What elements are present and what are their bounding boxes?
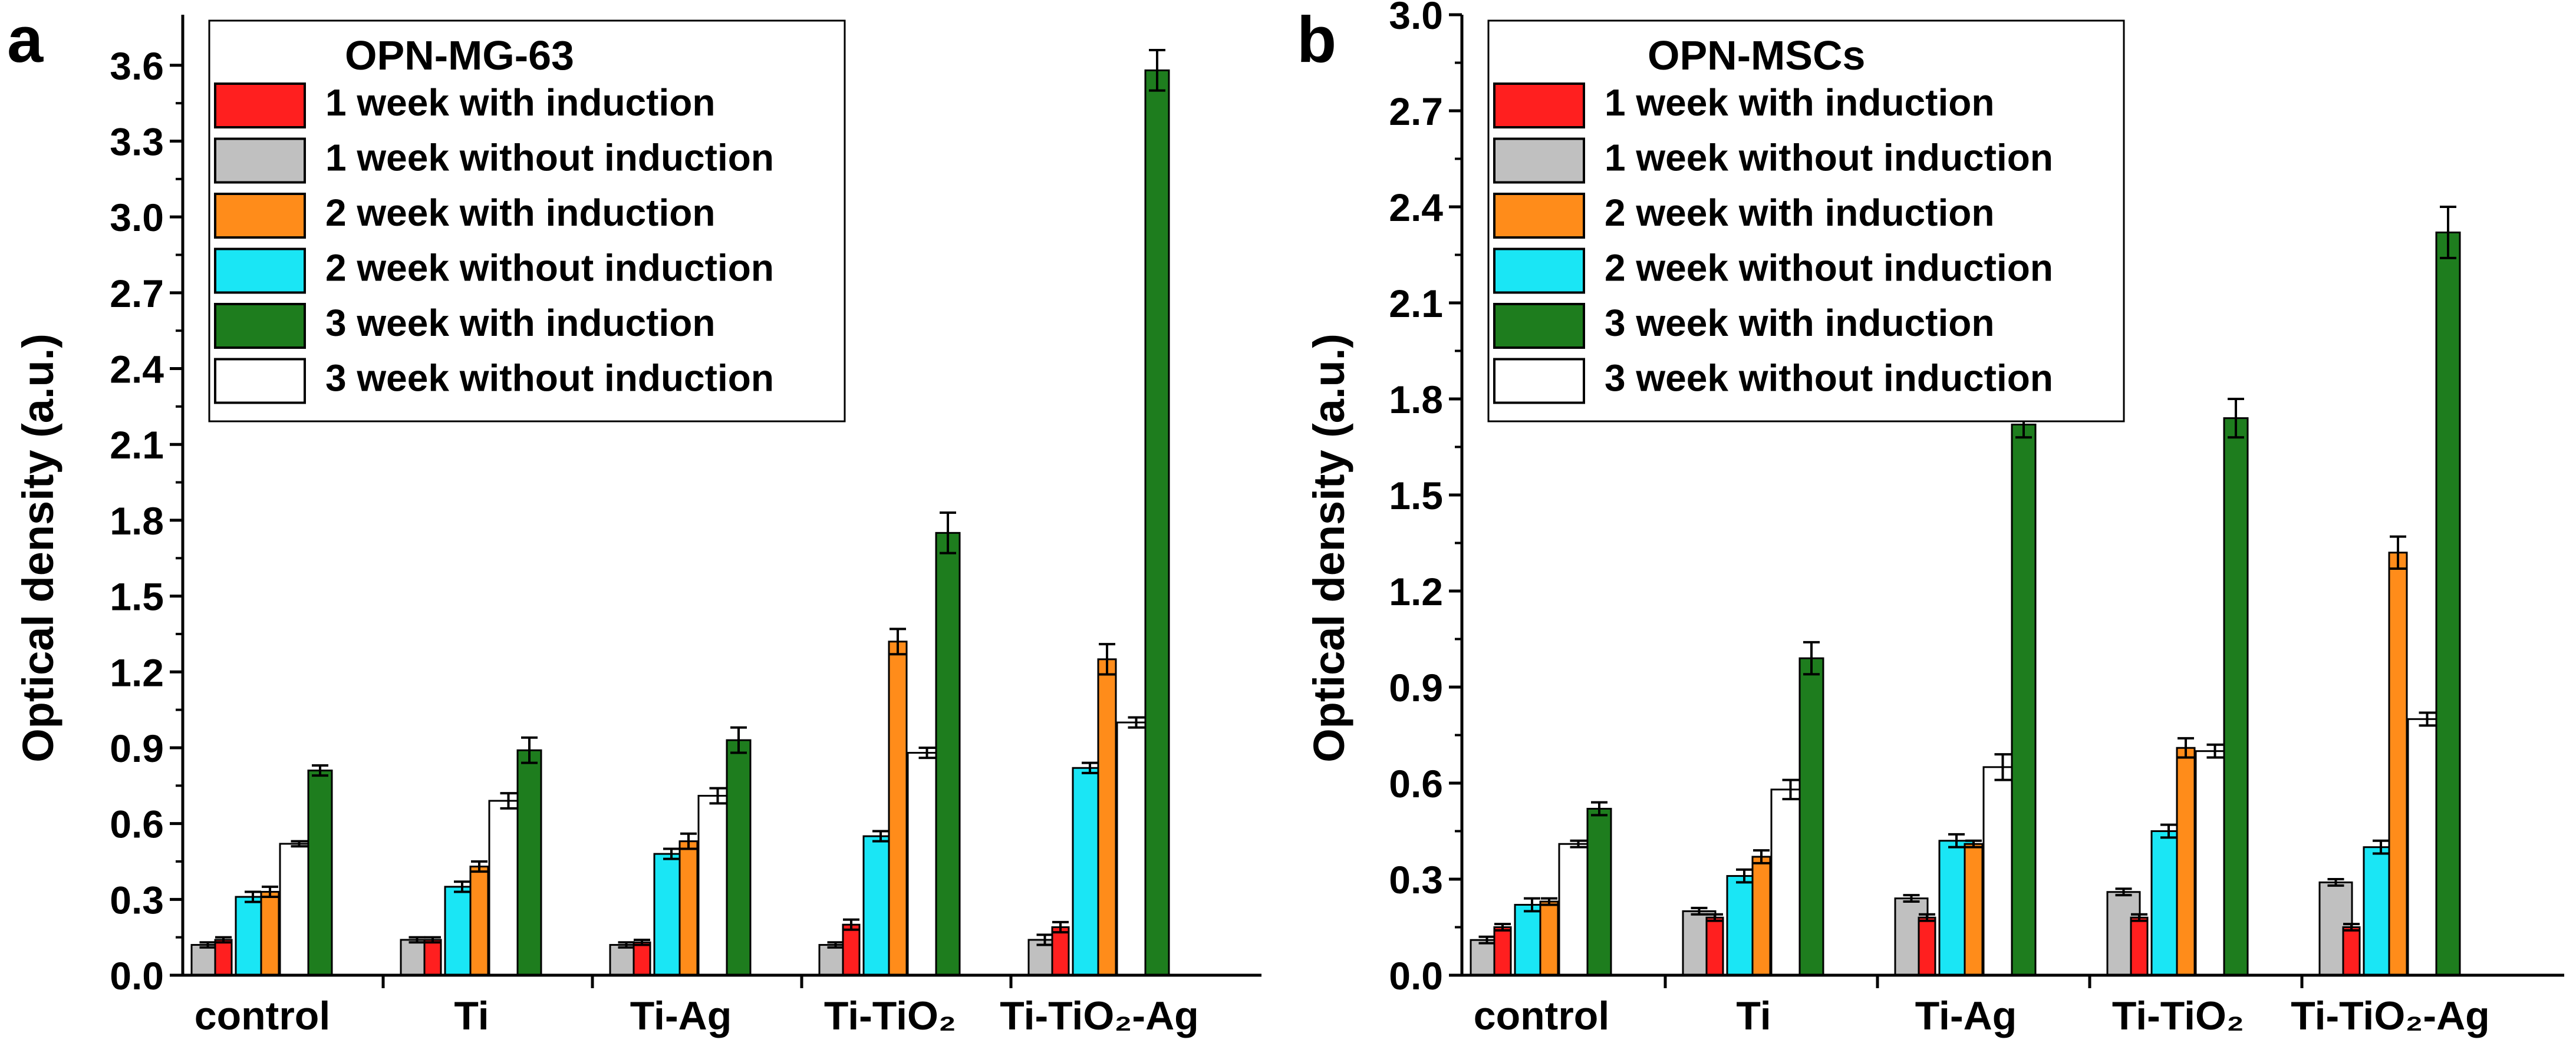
legend-label: 1 week without induction — [325, 137, 774, 179]
y-tick-label: 0.9 — [110, 727, 164, 770]
panel-b-legend: OPN-MSCs 1 week with induction 1 week wit… — [1487, 19, 2125, 422]
x-category-label: Ti-TiO₂ — [2112, 993, 2244, 1038]
legend-swatch — [1493, 247, 1585, 294]
legend-label: 2 week with induction — [1605, 192, 1994, 234]
legend-swatch — [1493, 82, 1585, 128]
bar — [1539, 900, 1559, 976]
legend-label: 1 week without induction — [1605, 137, 2053, 179]
legend-swatch — [1493, 193, 1585, 239]
panel-b-chart: b Optical density (a.u.) 0.0 0.3 0.6 0.9 1.2… — [1297, 0, 2564, 1038]
x-category-label: Ti — [454, 993, 489, 1038]
bar — [423, 939, 442, 976]
y-tick-label: 0.6 — [110, 803, 164, 846]
legend-label: 1 week with induction — [325, 81, 715, 124]
x-category-label: control — [1474, 993, 1609, 1038]
panel-a-ylabel: Optical density (a.u.) — [14, 334, 62, 762]
y-tick-label: 1.8 — [110, 499, 164, 543]
y-tick-label: 0.6 — [1389, 762, 1443, 806]
x-category-label: Ti — [1736, 993, 1771, 1038]
y-tick-label: 0.0 — [110, 954, 164, 998]
bar — [2176, 747, 2196, 976]
bar — [1918, 916, 1936, 976]
panel-b-ylabel: Optical density (a.u.) — [1305, 334, 1353, 762]
bar — [2435, 231, 2461, 976]
bar — [1586, 807, 1612, 976]
y-tick-label: 3.3 — [110, 120, 164, 163]
legend-swatch — [214, 193, 306, 239]
bar — [1751, 856, 1771, 976]
legend-swatch — [214, 137, 306, 184]
bar — [935, 532, 961, 976]
y-tick-label: 3.0 — [1389, 0, 1443, 37]
panel-a-legend: OPN-MG-63 1 week with induction 1 week wi… — [208, 19, 846, 422]
bar — [726, 739, 752, 976]
y-tick-label: 2.1 — [110, 423, 164, 467]
y-tick-label: 0.3 — [1389, 858, 1443, 902]
x-category-label: Ti-Ag — [1915, 993, 2017, 1038]
bar — [2130, 916, 2149, 976]
bar — [888, 641, 908, 976]
legend-swatch — [1493, 303, 1585, 349]
legend-label: 2 week without induction — [325, 247, 774, 289]
x-category-label: Ti-TiO₂-Ag — [2291, 993, 2489, 1038]
y-tick-label: 2.7 — [110, 272, 164, 315]
bar — [2388, 552, 2408, 976]
x-category-label: Ti-TiO₂-Ag — [1000, 993, 1198, 1038]
y-tick-label: 2.4 — [110, 348, 164, 391]
bar — [2223, 417, 2249, 976]
y-tick-label: 2.7 — [1389, 90, 1443, 133]
y-tick-label: 2.1 — [1389, 282, 1443, 325]
bar — [1798, 657, 1824, 976]
y-tick-label: 1.2 — [110, 651, 164, 694]
bar — [1964, 843, 1984, 976]
y-tick-label: 1.5 — [1389, 474, 1443, 517]
bar — [2342, 926, 2361, 976]
bar — [214, 939, 233, 976]
bar — [1144, 69, 1170, 976]
x-category-label: Ti-TiO₂ — [824, 993, 956, 1038]
y-tick-label: 1.5 — [110, 575, 164, 619]
bar — [2011, 423, 2037, 976]
bar — [1705, 916, 1724, 976]
legend-label: 3 week without induction — [1605, 357, 2053, 400]
legend-swatch — [1493, 358, 1585, 404]
legend-swatch — [214, 247, 306, 294]
legend-swatch — [214, 82, 306, 128]
y-tick-label: 1.2 — [1389, 570, 1443, 613]
bar — [516, 749, 542, 976]
bar — [307, 770, 333, 976]
panel-a-title: OPN-MG-63 — [345, 32, 574, 78]
y-tick-label: 2.4 — [1389, 186, 1443, 229]
bar — [633, 941, 651, 976]
bar — [1097, 658, 1117, 976]
y-tick-label: 0.0 — [1389, 954, 1443, 998]
legend-swatch — [1493, 137, 1585, 184]
legend-swatch — [214, 303, 306, 349]
bar — [1493, 926, 1512, 976]
x-category-label: control — [195, 993, 330, 1038]
y-tick-label: 0.3 — [110, 878, 164, 922]
panel-a-chart: a Optical density (a.u.) 0.0 0.3 0.6 0.9 1.2… — [7, 4, 1261, 1038]
bar — [1051, 926, 1070, 976]
panel-b-label: b — [1297, 4, 1336, 76]
legend-label: 3 week with induction — [325, 302, 715, 344]
legend-swatch — [214, 358, 306, 404]
y-tick-label: 1.8 — [1389, 378, 1443, 421]
legend-label: 2 week with induction — [325, 192, 715, 234]
y-tick-label: 0.9 — [1389, 666, 1443, 709]
panel-a-label: a — [7, 4, 44, 76]
legend-label: 2 week without induction — [1605, 247, 2053, 289]
y-tick-label: 3.0 — [110, 196, 164, 239]
x-category-label: Ti-Ag — [630, 993, 732, 1038]
bar — [469, 866, 489, 976]
y-tick-label: 3.6 — [110, 44, 164, 88]
bar — [260, 890, 280, 976]
panel-b-title: OPN-MSCs — [1648, 32, 1865, 78]
bar — [842, 923, 861, 976]
legend-label: 3 week without induction — [325, 357, 774, 400]
bar — [678, 840, 699, 976]
legend-label: 1 week with induction — [1605, 81, 1994, 124]
legend-label: 3 week with induction — [1605, 302, 1994, 344]
